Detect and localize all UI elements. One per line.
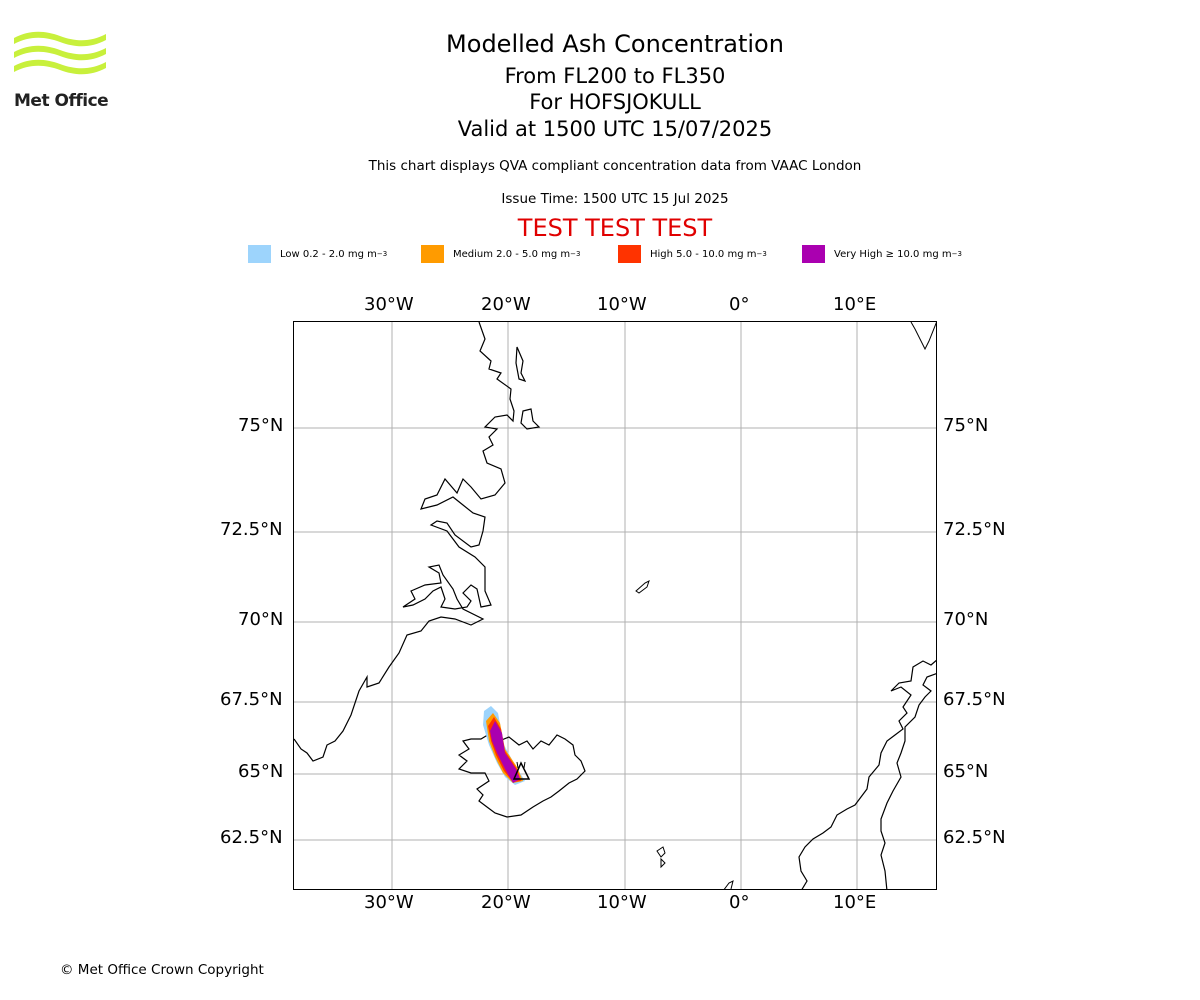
lon-tick-top: 10°E — [833, 294, 877, 315]
met-office-logo-waves-icon — [14, 31, 106, 75]
met-office-logo-text: Met Office — [14, 91, 109, 111]
coastline-svalbard — [910, 322, 936, 351]
legend-label-low: Low 0.2 - 2.0 mg m — [280, 248, 377, 260]
graticule — [294, 322, 936, 889]
map-canvas[interactable] — [294, 322, 937, 890]
lat-tick-left: 62.5°N — [220, 827, 283, 848]
lat-tick-left: 75°N — [238, 415, 284, 436]
lon-tick-bottom: 20°W — [481, 892, 531, 913]
lon-tick-top: 20°W — [481, 294, 531, 315]
lon-tick-top: 10°W — [597, 294, 647, 315]
volcano-triangle-icon — [512, 761, 531, 780]
legend-label-high: High 5.0 - 10.0 mg m — [650, 248, 757, 260]
map-panel[interactable] — [293, 321, 937, 890]
legend-swatch-low — [248, 245, 271, 263]
lon-tick-bottom: 10°W — [597, 892, 647, 913]
ash-very-high — [490, 721, 520, 783]
lat-tick-right: 62.5°N — [943, 827, 1006, 848]
legend-label-medium: Medium 2.0 - 5.0 mg m — [453, 248, 571, 260]
lat-tick-right: 72.5°N — [943, 519, 1006, 540]
coastline-jan-mayen — [635, 580, 650, 594]
coastline-shetland — [723, 880, 734, 889]
lat-tick-left: 67.5°N — [220, 689, 283, 710]
volcano-name: For HOFSJOKULL — [529, 90, 701, 114]
legend-item-low: Low 0.2 - 2.0 mg m −3 — [248, 244, 387, 264]
lon-tick-bottom: 30°W — [364, 892, 414, 913]
legend-item-medium: Medium 2.0 - 5.0 mg m −3 — [421, 244, 580, 264]
lat-tick-left: 65°N — [238, 761, 284, 782]
legend-swatch-very-high — [802, 245, 825, 263]
lon-tick-bottom: 10°E — [833, 892, 877, 913]
coastline-norway — [798, 659, 936, 889]
chart-description: This chart displays QVA compliant concen… — [368, 158, 862, 174]
legend-swatch-medium — [421, 245, 444, 263]
lat-tick-left: 70°N — [238, 609, 284, 630]
coastline-faroe-islands — [656, 846, 666, 869]
ash-plume — [483, 706, 525, 785]
lon-tick-bottom: 0° — [729, 892, 750, 913]
coastline-greenland — [294, 322, 541, 762]
issue-time: Issue Time: 1500 UTC 15 Jul 2025 — [501, 191, 729, 207]
copyright-notice: © Met Office Crown Copyright — [60, 962, 264, 978]
lon-tick-top: 0° — [729, 294, 750, 315]
lat-tick-right: 70°N — [943, 609, 989, 630]
legend-swatch-high — [618, 245, 641, 263]
coastline-iceland — [457, 732, 586, 818]
valid-time: Valid at 1500 UTC 15/07/2025 — [457, 117, 773, 141]
chart-title: Modelled Ash Concentration — [446, 30, 784, 58]
legend-item-high: High 5.0 - 10.0 mg m −3 — [618, 244, 767, 264]
lat-tick-right: 65°N — [943, 761, 989, 782]
lon-tick-top: 30°W — [364, 294, 414, 315]
lat-tick-right: 67.5°N — [943, 689, 1006, 710]
legend-label-very-high: Very High ≥ 10.0 mg m — [834, 248, 952, 260]
flight-level-range: From FL200 to FL350 — [504, 64, 726, 88]
lat-tick-right: 75°N — [943, 415, 989, 436]
legend-item-very-high: Very High ≥ 10.0 mg m −3 — [802, 244, 962, 264]
lat-tick-left: 72.5°N — [220, 519, 283, 540]
test-banner: TEST TEST TEST — [517, 214, 713, 242]
